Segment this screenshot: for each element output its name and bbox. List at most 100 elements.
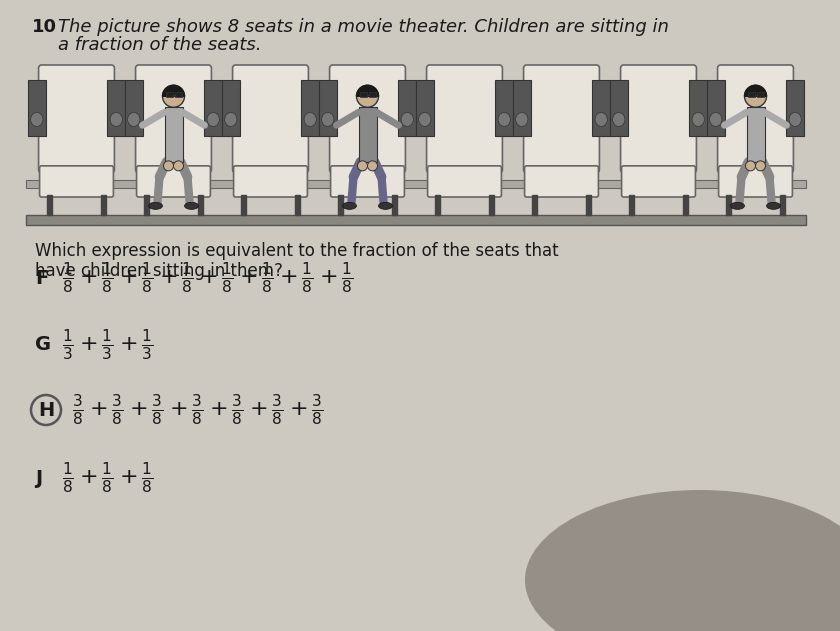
Bar: [102, 195, 107, 215]
Bar: [240, 195, 245, 215]
Bar: [26, 215, 806, 225]
Bar: [204, 80, 222, 136]
Wedge shape: [162, 85, 185, 97]
Ellipse shape: [525, 490, 840, 631]
FancyBboxPatch shape: [233, 65, 308, 173]
Bar: [296, 195, 301, 215]
Bar: [690, 80, 707, 136]
Circle shape: [755, 161, 765, 171]
Ellipse shape: [224, 112, 237, 126]
Bar: [222, 80, 239, 136]
Ellipse shape: [149, 203, 162, 209]
Ellipse shape: [692, 112, 705, 126]
Ellipse shape: [304, 112, 317, 126]
Bar: [726, 195, 731, 215]
FancyBboxPatch shape: [523, 65, 600, 173]
Bar: [175, 92, 181, 97]
Bar: [707, 80, 725, 136]
Bar: [359, 107, 376, 162]
Bar: [26, 180, 806, 187]
Bar: [747, 107, 764, 162]
FancyBboxPatch shape: [524, 166, 598, 197]
FancyBboxPatch shape: [427, 65, 502, 173]
Bar: [398, 80, 416, 136]
Text: 10: 10: [32, 18, 57, 36]
FancyBboxPatch shape: [39, 166, 113, 197]
Text: H: H: [38, 401, 54, 420]
Text: $\frac{3}{8} + \frac{3}{8} + \frac{3}{8} + \frac{3}{8} + \frac{3}{8} + \frac{3}{: $\frac{3}{8} + \frac{3}{8} + \frac{3}{8}…: [72, 392, 324, 427]
Ellipse shape: [401, 112, 413, 126]
Circle shape: [358, 161, 368, 171]
Bar: [338, 195, 343, 215]
Ellipse shape: [612, 112, 625, 126]
Bar: [28, 80, 45, 136]
Bar: [513, 80, 531, 136]
FancyBboxPatch shape: [622, 166, 696, 197]
Ellipse shape: [710, 112, 722, 126]
Wedge shape: [356, 85, 379, 97]
Bar: [628, 195, 633, 215]
Ellipse shape: [731, 203, 744, 209]
Ellipse shape: [767, 203, 780, 209]
Bar: [684, 195, 689, 215]
Bar: [586, 195, 591, 215]
FancyBboxPatch shape: [331, 166, 404, 197]
Bar: [360, 92, 366, 97]
FancyBboxPatch shape: [234, 166, 307, 197]
Ellipse shape: [343, 203, 356, 209]
Ellipse shape: [516, 112, 528, 126]
Ellipse shape: [789, 112, 801, 126]
Ellipse shape: [418, 112, 431, 126]
Ellipse shape: [498, 112, 511, 126]
Circle shape: [746, 161, 755, 171]
Bar: [490, 195, 495, 215]
Ellipse shape: [30, 112, 43, 126]
Text: The picture shows 8 seats in a movie theater. Children are sitting in: The picture shows 8 seats in a movie the…: [58, 18, 669, 36]
Ellipse shape: [110, 112, 123, 126]
Circle shape: [174, 161, 183, 171]
Bar: [392, 195, 397, 215]
Text: $\frac{1}{3} + \frac{1}{3} + \frac{1}{3}$: $\frac{1}{3} + \frac{1}{3} + \frac{1}{3}…: [62, 327, 154, 362]
Bar: [592, 80, 610, 136]
Bar: [757, 92, 764, 97]
Circle shape: [356, 85, 379, 107]
Bar: [532, 195, 537, 215]
Text: G: G: [35, 336, 51, 355]
Bar: [496, 80, 513, 136]
Wedge shape: [744, 85, 767, 97]
Bar: [748, 92, 754, 97]
Ellipse shape: [322, 112, 334, 126]
Circle shape: [744, 85, 767, 107]
Bar: [165, 107, 182, 162]
Circle shape: [164, 161, 174, 171]
Text: have children sitting in them?: have children sitting in them?: [35, 262, 283, 280]
Bar: [434, 195, 439, 215]
Bar: [416, 80, 433, 136]
Bar: [302, 80, 319, 136]
FancyBboxPatch shape: [329, 65, 406, 173]
Bar: [786, 80, 804, 136]
Bar: [610, 80, 627, 136]
Text: F: F: [35, 269, 48, 288]
Ellipse shape: [185, 203, 198, 209]
Bar: [46, 195, 51, 215]
Bar: [125, 80, 143, 136]
Text: a fraction of the seats.: a fraction of the seats.: [58, 36, 261, 54]
Ellipse shape: [128, 112, 140, 126]
FancyBboxPatch shape: [621, 65, 696, 173]
FancyBboxPatch shape: [135, 65, 212, 173]
Text: $\frac{1}{8} + \frac{1}{8} + \frac{1}{8} + \frac{1}{8} + \frac{1}{8} + \frac{1}{: $\frac{1}{8} + \frac{1}{8} + \frac{1}{8}…: [62, 261, 354, 295]
Circle shape: [162, 85, 185, 107]
Bar: [198, 195, 203, 215]
Text: Which expression is equivalent to the fraction of the seats that: Which expression is equivalent to the fr…: [35, 242, 559, 260]
Bar: [369, 92, 375, 97]
FancyBboxPatch shape: [718, 166, 792, 197]
FancyBboxPatch shape: [39, 65, 114, 173]
Ellipse shape: [207, 112, 219, 126]
FancyBboxPatch shape: [717, 65, 794, 173]
Ellipse shape: [595, 112, 607, 126]
FancyBboxPatch shape: [428, 166, 501, 197]
Bar: [319, 80, 337, 136]
Circle shape: [368, 161, 377, 171]
Bar: [108, 80, 125, 136]
